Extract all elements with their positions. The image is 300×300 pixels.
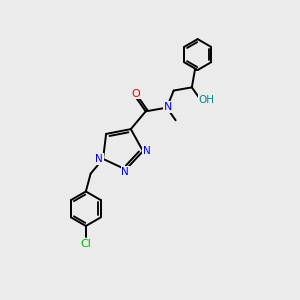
Text: N: N [164, 102, 172, 112]
Text: N: N [122, 167, 129, 177]
Text: N: N [95, 154, 103, 164]
Text: N: N [143, 146, 150, 155]
Text: OH: OH [199, 94, 214, 105]
Text: O: O [131, 88, 140, 98]
Text: Cl: Cl [80, 239, 91, 249]
